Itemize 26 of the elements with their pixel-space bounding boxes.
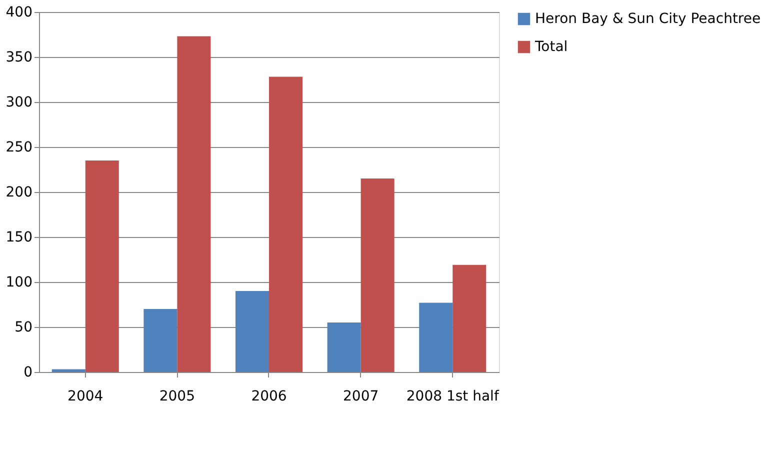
bar — [144, 309, 178, 372]
x-tick-label: 2006 — [251, 388, 287, 404]
legend-label: Total — [534, 39, 568, 55]
y-tick-label: 250 — [6, 140, 32, 156]
bar — [85, 160, 119, 372]
bar — [452, 264, 486, 372]
x-tick-label: 2007 — [342, 388, 379, 404]
bar — [360, 178, 394, 372]
y-tick-label: 50 — [14, 320, 32, 336]
y-tick-label: 300 — [6, 94, 32, 110]
x-tick-label: 2005 — [159, 388, 196, 404]
y-tick-label: 400 — [6, 4, 32, 20]
bar — [177, 36, 211, 372]
y-tick-label: 150 — [6, 230, 32, 246]
bar — [327, 322, 361, 372]
legend-label: Heron Bay & Sun City Peachtree — [535, 11, 761, 27]
bar — [52, 369, 86, 372]
y-tick-label: 200 — [6, 184, 32, 200]
y-tick-label: 0 — [24, 364, 32, 380]
bar — [269, 76, 303, 372]
x-tick-label: 2008 1st half — [406, 388, 500, 404]
y-tick-label: 100 — [6, 274, 32, 290]
bar — [419, 302, 453, 372]
y-tick-label: 350 — [6, 50, 32, 66]
bar — [235, 291, 269, 372]
x-tick-label: 2004 — [68, 388, 104, 404]
